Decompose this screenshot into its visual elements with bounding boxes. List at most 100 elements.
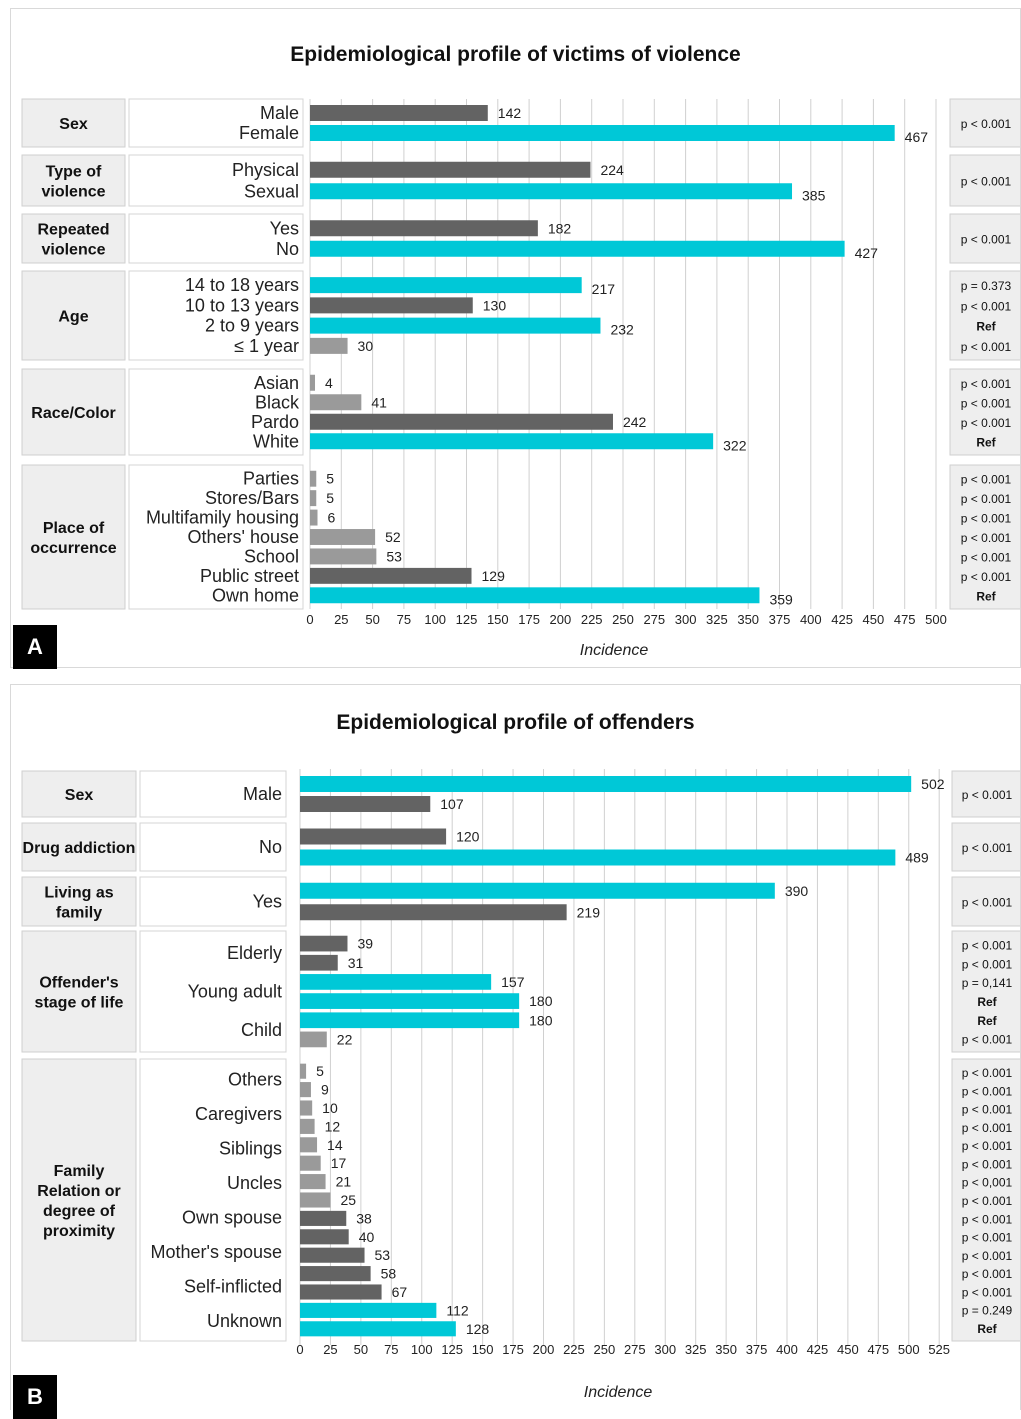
bar-value-label: 359	[769, 591, 793, 607]
panel-a-letter: A	[13, 625, 57, 669]
group-category-box	[21, 930, 137, 1053]
x-tick-label: 0	[296, 1342, 303, 1357]
bar	[310, 277, 582, 294]
bar	[300, 1100, 313, 1116]
x-tick-label: 450	[863, 612, 885, 627]
bar-value-label: 4	[325, 375, 333, 391]
row-label: No	[276, 239, 299, 259]
bar-value-label: 17	[331, 1155, 347, 1171]
bar	[310, 297, 473, 314]
pvalue-label: p < 0.001	[961, 233, 1012, 247]
bar	[310, 567, 472, 584]
x-tick-label: 475	[894, 612, 916, 627]
pvalue-label: p < 0.001	[961, 473, 1012, 487]
group-category-label: Living as	[44, 885, 113, 902]
row-label: 10 to 13 years	[185, 295, 299, 315]
x-tick-label: 50	[354, 1342, 368, 1357]
group-category-box	[21, 213, 126, 264]
bar	[310, 125, 895, 141]
pvalue-label: p < 0.001	[961, 512, 1012, 526]
pvalue-label: p < 0.001	[962, 1231, 1013, 1245]
x-tick-label: 250	[612, 612, 634, 627]
panel-b-title: Epidemiological profile of offenders	[336, 711, 695, 734]
panel-a-chart: 0 25 50 75 100 125 150 175 200 225 250 275 300 325 350…	[21, 98, 1020, 659]
group-label-box	[128, 270, 304, 361]
pvalue-label: p < 0.001	[961, 117, 1012, 131]
pvalue-box	[949, 154, 1020, 207]
row-label: Caregivers	[195, 1104, 282, 1124]
pvalue-label: p < 0.001	[961, 416, 1012, 430]
x-tick-label: 400	[776, 1342, 798, 1357]
row-label: Child	[241, 1020, 282, 1040]
bar-value-label: 14	[327, 1137, 343, 1153]
x-tick-label: 400	[800, 612, 822, 627]
bar-value-label: 53	[386, 548, 402, 564]
group-label-box	[128, 98, 304, 148]
group-label-box	[128, 213, 304, 264]
row-label: Yes	[270, 218, 299, 238]
bar-value-label: 129	[482, 568, 506, 584]
x-tick-label: 100	[424, 612, 446, 627]
x-tick-label: 275	[624, 1342, 646, 1357]
group-category-label: proximity	[43, 1223, 115, 1240]
row-label: 14 to 18 years	[185, 275, 299, 295]
bar	[300, 1174, 326, 1190]
bar	[310, 317, 601, 334]
pvalue-label: p < 0.001	[962, 1084, 1013, 1098]
bar	[310, 490, 317, 507]
bar	[310, 529, 376, 545]
panel-b-letter: B	[13, 1375, 57, 1419]
x-tick-label: 350	[737, 612, 759, 627]
bar-value-label: 232	[610, 322, 634, 338]
bar-value-label: 427	[855, 245, 879, 261]
bar-value-label: 322	[723, 437, 747, 453]
bar	[300, 1302, 437, 1318]
x-tick-label: 50	[365, 612, 379, 627]
x-axis-label: Incidence	[580, 642, 649, 659]
x-tick-label: 100	[411, 1342, 433, 1357]
bar	[300, 1266, 371, 1282]
pvalue-label: p < 0.001	[961, 175, 1012, 189]
bar	[300, 1192, 331, 1208]
x-tick-label: 25	[334, 612, 348, 627]
pvalue-label: Ref	[976, 589, 996, 603]
group-category-label: stage of life	[35, 995, 124, 1012]
pvalue-label: Ref	[976, 320, 996, 334]
group-category-box	[21, 464, 126, 610]
row-label: Asian	[254, 373, 299, 393]
x-tick-label: 300	[675, 612, 697, 627]
bar-value-label: 130	[483, 297, 507, 313]
pvalue-label: p < 0.001	[962, 1066, 1013, 1080]
bar-value-label: 180	[529, 1012, 553, 1028]
bar-value-label: 142	[498, 105, 522, 121]
row-label: 2 to 9 years	[205, 316, 299, 336]
group-category-label: occurrence	[30, 540, 116, 557]
group-category-box	[21, 270, 126, 361]
bar	[300, 828, 447, 845]
pvalue-label: p = 0,141	[962, 976, 1013, 990]
pvalue-label: p < 0.001	[962, 841, 1013, 855]
pvalue-label: p < 0.001	[962, 1157, 1013, 1171]
bar-value-label: 10	[322, 1100, 338, 1116]
bar	[300, 1031, 327, 1048]
bar	[300, 974, 492, 990]
row-label: Siblings	[219, 1138, 282, 1158]
row-label: Black	[255, 392, 300, 412]
group-label-box	[128, 368, 304, 456]
bar	[310, 548, 377, 565]
bar	[300, 776, 912, 792]
bar	[310, 105, 488, 121]
group-category-label: Race/Color	[31, 405, 115, 422]
pvalue-label: Ref	[977, 1322, 997, 1336]
bar-value-label: 5	[326, 490, 334, 506]
bar	[310, 433, 714, 450]
x-tick-label: 25	[323, 1342, 337, 1357]
row-label: No	[259, 837, 282, 857]
pvalue-label: p < 0.001	[961, 299, 1012, 313]
x-tick-label: 150	[487, 612, 509, 627]
pvalue-label: p < 0.001	[961, 550, 1012, 564]
row-label: Sexual	[244, 181, 299, 201]
bar-value-label: 180	[529, 993, 553, 1009]
bar	[310, 161, 591, 178]
group-category-label: Sex	[65, 787, 94, 804]
